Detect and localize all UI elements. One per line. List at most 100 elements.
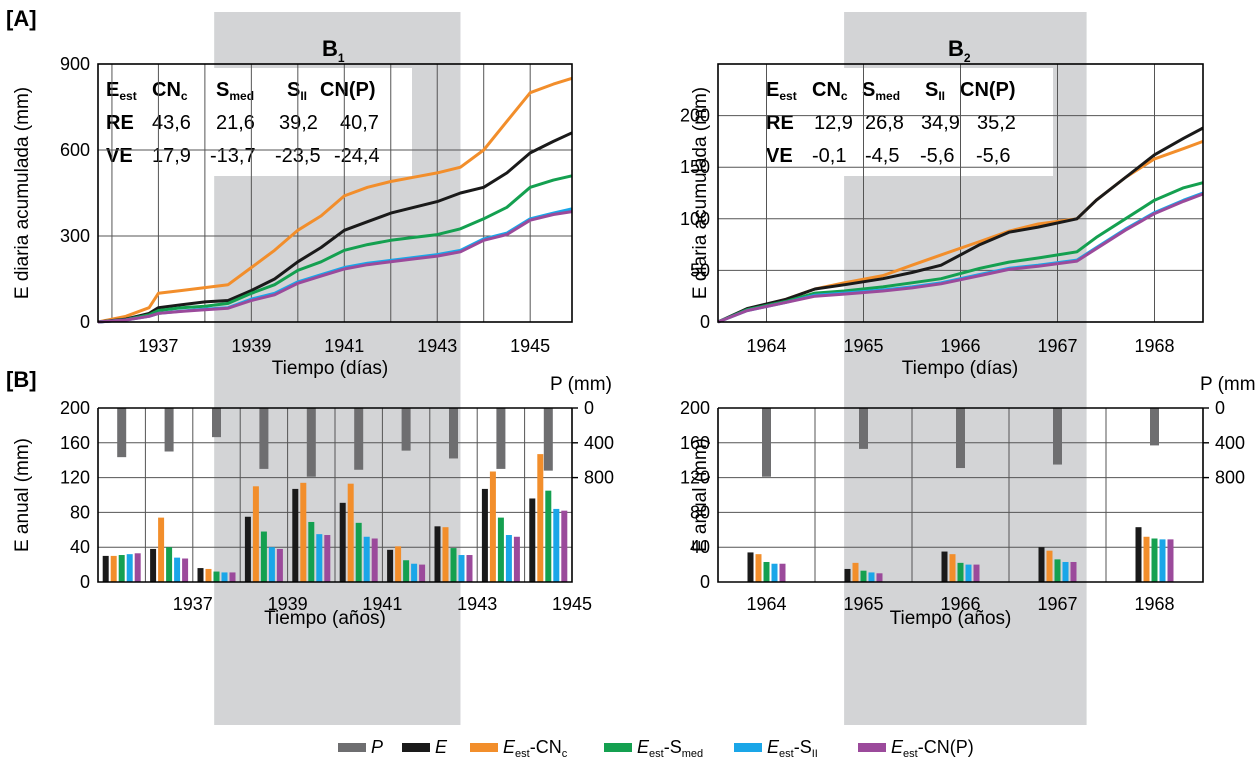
- bar-CNc: [537, 454, 544, 582]
- bar-CNP: [1167, 539, 1174, 582]
- legend-swatch-Smed: [604, 743, 632, 752]
- y-tick-label: 0: [80, 572, 90, 592]
- bar-Smed: [403, 560, 410, 582]
- shade-label-b1: B1: [322, 36, 345, 65]
- bar-SII: [553, 508, 560, 582]
- y-tick-label: 200: [680, 398, 710, 418]
- bar-CNP: [1070, 561, 1077, 582]
- x-tick-label: 1945: [510, 336, 550, 356]
- bar-P: [306, 408, 316, 477]
- bar-SII: [221, 572, 228, 582]
- y2-tick-label: 0: [584, 398, 594, 418]
- bar-E: [1135, 527, 1142, 582]
- x-tick-label: 1968: [1134, 336, 1174, 356]
- legend-swatch-P: [338, 743, 366, 752]
- table-cell: 40,7: [340, 112, 379, 134]
- bar-Smed: [497, 517, 504, 582]
- table-row-label: RE: [106, 112, 134, 134]
- y2-tick-label: 0: [1215, 398, 1225, 418]
- bar-CNP: [466, 555, 473, 582]
- bar-P: [762, 408, 771, 477]
- bar-CNc: [442, 527, 449, 582]
- bar-SII: [1159, 539, 1166, 582]
- bar-CNP: [371, 538, 378, 582]
- y-tick-label: 40: [690, 537, 710, 557]
- table-header-cnp: CN(P): [320, 79, 376, 101]
- plot-frame: [717, 63, 1204, 323]
- bar-Smed: [1054, 559, 1061, 582]
- bar-CNc: [755, 554, 762, 582]
- bar-CNc: [1143, 536, 1150, 582]
- plot-frame: [97, 63, 573, 323]
- series-line-Smed: [97, 174, 573, 324]
- table-header-eest: Eest: [106, 79, 137, 103]
- bar-E: [150, 548, 157, 582]
- y-tick-label: 80: [70, 502, 90, 522]
- stats-table-a2: Eest CNc Smed SII CN(P) RE 12,9 26,8 34,…: [758, 68, 1053, 176]
- x-tick-label: 1941: [362, 594, 402, 614]
- plot-frame: [97, 408, 573, 583]
- panel-label-a: [A]: [6, 6, 37, 31]
- bar-SII: [771, 563, 778, 582]
- legend-swatch-E: [402, 743, 430, 752]
- series-line-Smed: [717, 181, 1204, 324]
- bar-P: [956, 408, 965, 469]
- table-cell: -5,6: [976, 145, 1010, 167]
- table-cell: 17,9: [152, 145, 191, 167]
- bar-Smed: [260, 531, 267, 582]
- series-line-CNP: [717, 192, 1204, 324]
- bar-CNc: [852, 562, 859, 582]
- panel-label-b: [B]: [6, 367, 37, 392]
- legend-label-SII: Eest-SII: [767, 737, 818, 760]
- legend-swatch-CNP: [858, 743, 886, 752]
- bar-CNP: [324, 535, 331, 582]
- x-tick-label: 1937: [173, 594, 213, 614]
- bar-Smed: [763, 561, 770, 582]
- x-tick-label: 1964: [746, 336, 786, 356]
- bar-E: [1038, 547, 1045, 582]
- bar-E: [387, 549, 394, 582]
- table-row-label: VE: [766, 145, 793, 167]
- bar-SII: [458, 555, 465, 582]
- x-tick-label: 1943: [417, 336, 457, 356]
- bar-CNP: [561, 510, 568, 582]
- bar-P: [401, 408, 411, 451]
- legend-label-CNc: Eest-CNc: [503, 737, 568, 760]
- series-line-CNc: [97, 76, 573, 324]
- y-tick-label: 120: [680, 468, 710, 488]
- bar-E: [434, 526, 441, 582]
- bar-SII: [505, 535, 512, 582]
- table-bg: [758, 68, 1053, 176]
- table-cell: 39,2: [279, 112, 318, 134]
- bar-E: [292, 488, 299, 582]
- x-tick-label: 1937: [138, 336, 178, 356]
- bar-CNc: [110, 555, 117, 582]
- y-tick-label: 200: [60, 398, 90, 418]
- table-header-smed: Smed: [862, 79, 900, 103]
- bar-SII: [1062, 561, 1069, 582]
- bar-E: [844, 568, 851, 582]
- table-cell: -0,1: [812, 145, 846, 167]
- x-tick-label: 1941: [324, 336, 364, 356]
- y2-tick-label: 800: [1215, 468, 1245, 488]
- x-axis-label: Tiempo (años): [890, 608, 1012, 629]
- bar-CNc: [158, 517, 165, 582]
- legend-label-Smed: Eest-Smed: [637, 737, 703, 760]
- bar-E: [102, 555, 109, 582]
- series-line-CNP: [97, 210, 573, 324]
- bar-Smed: [213, 571, 220, 582]
- bar-Smed: [355, 522, 362, 582]
- bar-Smed: [118, 555, 125, 582]
- y-tick-label: 300: [60, 226, 90, 246]
- x-tick-label: 1966: [940, 594, 980, 614]
- table-cell: 35,2: [977, 112, 1016, 134]
- x-tick-label: 1939: [231, 336, 271, 356]
- bar-CNP: [779, 563, 786, 582]
- y-tick-label: 100: [680, 209, 710, 229]
- x-tick-label: 1945: [552, 594, 592, 614]
- x-tick-label: 1968: [1134, 594, 1174, 614]
- table-row-label: VE: [106, 145, 133, 167]
- bar-P: [496, 408, 506, 469]
- bar-SII: [965, 564, 972, 582]
- x-tick-label: 1943: [457, 594, 497, 614]
